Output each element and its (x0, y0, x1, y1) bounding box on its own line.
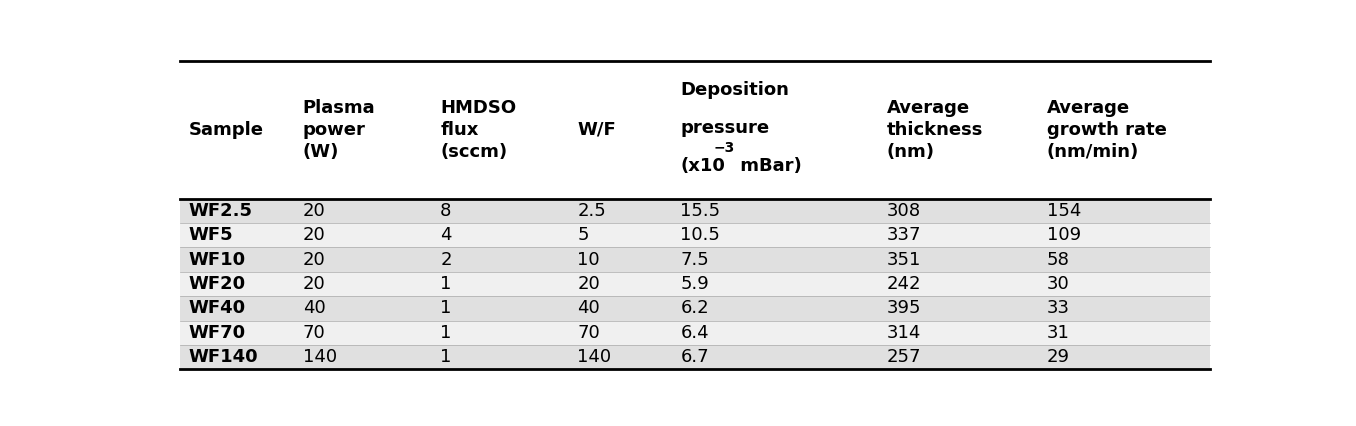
Bar (180, 272, 1210, 296)
Text: 109: 109 (1047, 226, 1081, 244)
Text: 15.5: 15.5 (681, 202, 720, 220)
Text: 10: 10 (578, 250, 601, 269)
Text: 242: 242 (887, 275, 921, 293)
Text: WF2.5: WF2.5 (188, 202, 252, 220)
Text: 395: 395 (887, 299, 921, 317)
Bar (180, 320, 1210, 345)
Text: W/F: W/F (578, 121, 616, 139)
Text: 20: 20 (302, 250, 325, 269)
Text: HMDSO
flux
(sccm): HMDSO flux (sccm) (441, 99, 517, 161)
Text: 40: 40 (578, 299, 601, 317)
Text: 31: 31 (1047, 324, 1070, 342)
Text: 58: 58 (1047, 250, 1070, 269)
Text: Deposition: Deposition (681, 81, 789, 100)
Text: 33: 33 (1047, 299, 1070, 317)
Text: 7.5: 7.5 (681, 250, 709, 269)
Text: mBar): mBar) (734, 157, 801, 175)
Text: pressure: pressure (681, 119, 770, 137)
Text: 337: 337 (887, 226, 921, 244)
Text: 2: 2 (441, 250, 452, 269)
Text: 351: 351 (887, 250, 921, 269)
Text: 5: 5 (578, 226, 589, 244)
Text: WF40: WF40 (188, 299, 245, 317)
Text: 20: 20 (302, 202, 325, 220)
Text: 5.9: 5.9 (681, 275, 709, 293)
Text: −3: −3 (713, 141, 735, 155)
Text: 1: 1 (441, 348, 452, 366)
Text: 20: 20 (302, 275, 325, 293)
Text: 6.2: 6.2 (681, 299, 709, 317)
Text: WF140: WF140 (188, 348, 258, 366)
Text: 257: 257 (887, 348, 921, 366)
Text: 140: 140 (302, 348, 338, 366)
Bar (180, 223, 1210, 248)
Text: 6.7: 6.7 (681, 348, 709, 366)
Text: 314: 314 (887, 324, 921, 342)
Text: 10.5: 10.5 (681, 226, 720, 244)
Text: WF5: WF5 (188, 226, 233, 244)
Text: 40: 40 (302, 299, 325, 317)
Text: Plasma
power
(W): Plasma power (W) (302, 99, 376, 161)
Text: 70: 70 (578, 324, 601, 342)
Text: Sample: Sample (188, 121, 263, 139)
Text: 140: 140 (578, 348, 612, 366)
Bar (180, 248, 1210, 272)
Text: 8: 8 (441, 202, 452, 220)
Text: 4: 4 (441, 226, 452, 244)
Text: WF20: WF20 (188, 275, 245, 293)
Text: 20: 20 (302, 226, 325, 244)
Text: 1: 1 (441, 324, 452, 342)
Text: 70: 70 (302, 324, 325, 342)
Text: 1: 1 (441, 299, 452, 317)
Text: 6.4: 6.4 (681, 324, 709, 342)
Text: 2.5: 2.5 (578, 202, 606, 220)
Text: Average
growth rate
(nm/min): Average growth rate (nm/min) (1047, 99, 1166, 161)
Text: 308: 308 (887, 202, 921, 220)
Bar (180, 61, 1210, 199)
Bar (180, 199, 1210, 223)
Bar (180, 296, 1210, 320)
Text: WF10: WF10 (188, 250, 245, 269)
Text: (x10: (x10 (681, 157, 725, 175)
Text: 30: 30 (1047, 275, 1070, 293)
Text: 29: 29 (1047, 348, 1070, 366)
Text: WF70: WF70 (188, 324, 245, 342)
Text: Average
thickness
(nm): Average thickness (nm) (887, 99, 983, 161)
Text: 154: 154 (1047, 202, 1081, 220)
Bar (180, 345, 1210, 369)
Text: 20: 20 (578, 275, 601, 293)
Text: 1: 1 (441, 275, 452, 293)
